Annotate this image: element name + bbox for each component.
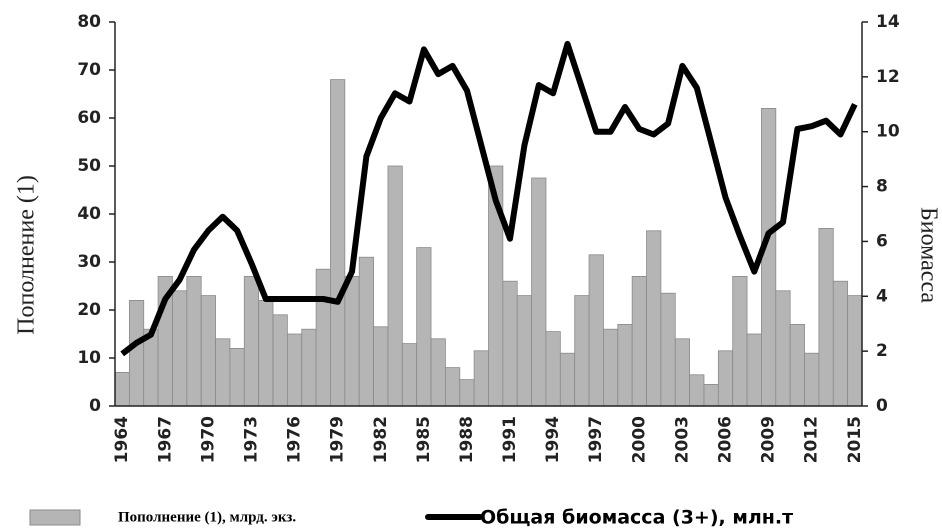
- bar: [114, 371, 130, 407]
- x-tick-label: 2006: [716, 416, 736, 463]
- bar: [243, 275, 260, 407]
- x-tick-label: 1964: [112, 416, 132, 463]
- x-tick-label: 2003: [672, 416, 692, 463]
- bar: [200, 295, 216, 407]
- bar: [358, 256, 374, 407]
- y-tick-label: 60: [77, 108, 101, 128]
- bar: [430, 338, 446, 407]
- bar: [459, 379, 475, 407]
- y-tick-label: 10: [77, 348, 101, 368]
- bar: [674, 338, 691, 407]
- y2-tick-label: 12: [876, 67, 900, 87]
- y2-tick-label: 8: [876, 177, 888, 197]
- bar: [301, 328, 317, 407]
- y-tick-label: 80: [77, 12, 101, 32]
- x-tick-label: 2009: [759, 416, 779, 463]
- bar: [344, 275, 360, 407]
- y2-tick-label: 10: [876, 122, 900, 142]
- y2-tick-label: 14: [876, 12, 900, 32]
- y-axis-title: Пополнение (1): [14, 175, 40, 335]
- bar: [531, 177, 547, 407]
- bar: [588, 254, 604, 407]
- legend-label: Пополнение (1), млрд. экз.: [118, 509, 296, 525]
- bar: [387, 165, 403, 407]
- y-tick-label: 0: [89, 396, 101, 416]
- bar: [315, 268, 331, 407]
- x-tick-label: 1967: [155, 416, 175, 463]
- bar: [258, 299, 274, 407]
- y-tick-label: 30: [77, 252, 101, 272]
- bar: [416, 247, 432, 407]
- bar: [286, 333, 303, 407]
- bar: [516, 295, 532, 407]
- x-tick-label: 1973: [241, 416, 261, 463]
- bar: [717, 350, 734, 407]
- bar: [761, 108, 777, 407]
- legend-label: Общая биомасса (3+), млн.т: [480, 507, 793, 529]
- bar: [832, 280, 849, 407]
- bar: [603, 328, 619, 407]
- y2-tick-label: 2: [876, 341, 888, 361]
- bar: [646, 230, 662, 407]
- legend-swatch: [29, 509, 81, 526]
- bar: [617, 323, 633, 407]
- y2-tick-label: 4: [876, 286, 888, 306]
- bar: [272, 314, 288, 407]
- x-tick-label: 1976: [285, 416, 305, 463]
- bar: [445, 367, 461, 407]
- bar: [660, 292, 676, 407]
- bar: [473, 350, 489, 407]
- x-tick-label: 1985: [414, 416, 434, 463]
- bar: [128, 299, 145, 407]
- x-tick-label: 1997: [586, 416, 606, 463]
- bar: [804, 352, 820, 407]
- bar: [401, 343, 418, 407]
- bar: [703, 383, 719, 407]
- x-tick-label: 1988: [457, 416, 477, 463]
- bar: [689, 374, 705, 407]
- x-tick-label: 2012: [802, 416, 822, 463]
- x-tick-label: 2000: [629, 416, 649, 463]
- bar: [545, 331, 561, 407]
- y-tick-label: 70: [77, 60, 101, 80]
- y-tick-label: 20: [77, 300, 101, 320]
- y-tick-label: 50: [77, 156, 101, 176]
- bar: [186, 275, 202, 407]
- bar: [502, 280, 518, 407]
- line: [120, 40, 858, 357]
- bar: [172, 290, 188, 407]
- y-tick-label: 40: [77, 204, 101, 224]
- bar: [847, 295, 863, 407]
- bar: [574, 295, 590, 407]
- y2-axis-title: Биомасса: [915, 207, 941, 303]
- bar: [215, 338, 231, 407]
- bar: [631, 275, 647, 407]
- bar: [775, 290, 791, 407]
- x-tick-label: 1982: [371, 416, 391, 463]
- bar: [330, 79, 346, 407]
- y2-tick-label: 0: [876, 396, 888, 416]
- x-tick-label: 1991: [500, 416, 520, 463]
- bar: [229, 347, 245, 407]
- x-tick-label: 1970: [198, 416, 218, 463]
- x-tick-label: 1979: [328, 416, 348, 463]
- x-tick-label: 2015: [845, 416, 865, 463]
- bar: [732, 275, 748, 407]
- bar: [373, 326, 389, 407]
- bar: [559, 352, 576, 407]
- bar: [818, 227, 834, 407]
- bar: [746, 333, 762, 407]
- bar: [789, 323, 805, 407]
- x-tick-label: 1994: [543, 416, 563, 463]
- y2-tick-label: 6: [876, 231, 888, 251]
